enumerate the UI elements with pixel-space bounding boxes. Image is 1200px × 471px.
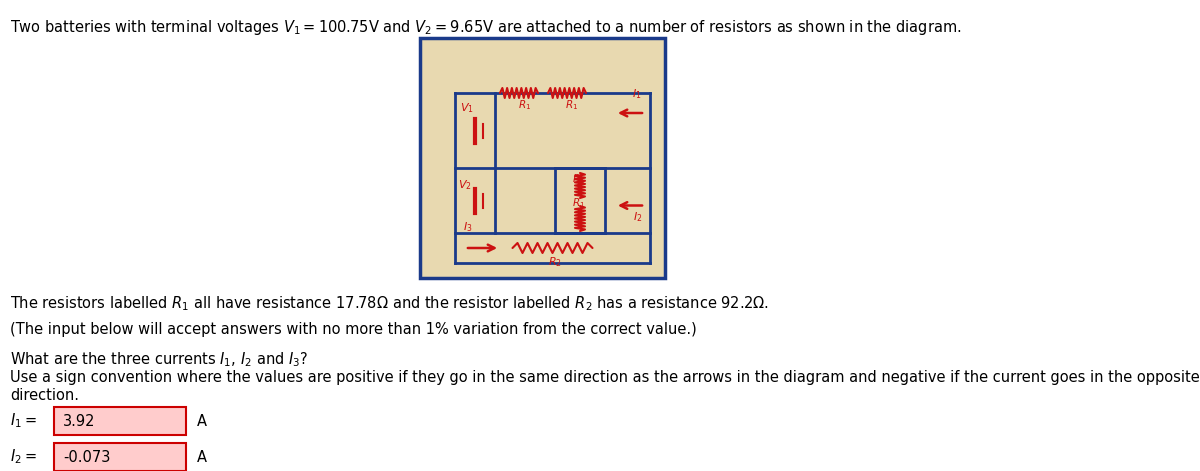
Text: The resistors labelled $R_1$ all have resistance 17.78Ω and the resistor labelle: The resistors labelled $R_1$ all have re… (10, 294, 769, 313)
Text: $I_1 =$: $I_1 =$ (10, 412, 37, 430)
Text: $V_2$: $V_2$ (458, 178, 472, 192)
Text: A: A (197, 414, 208, 429)
Text: A: A (197, 449, 208, 464)
Text: $I_2 =$: $I_2 =$ (10, 447, 37, 466)
Text: $I_1$: $I_1$ (632, 87, 642, 101)
Text: Two batteries with terminal voltages $V_1 = 100.75$V and $V_2 = 9.65$V are attac: Two batteries with terminal voltages $V_… (10, 18, 961, 37)
FancyBboxPatch shape (420, 38, 665, 278)
FancyBboxPatch shape (54, 407, 186, 435)
Text: $R_2$: $R_2$ (547, 255, 562, 269)
Text: -0.073: -0.073 (64, 449, 110, 464)
Text: What are the three currents $I_1$, $I_2$ and $I_3$?: What are the three currents $I_1$, $I_2$… (10, 350, 308, 369)
Text: $R_1$: $R_1$ (565, 98, 578, 112)
Text: 3.92: 3.92 (64, 414, 96, 429)
Text: $I_2$: $I_2$ (632, 211, 642, 224)
Text: $I_3$: $I_3$ (463, 220, 473, 234)
Text: $R_1$: $R_1$ (572, 196, 586, 210)
Text: direction.: direction. (10, 388, 79, 403)
Text: Use a sign convention where the values are positive if they go in the same direc: Use a sign convention where the values a… (10, 370, 1200, 385)
Text: (The input below will accept answers with no more than 1% variation from the cor: (The input below will accept answers wit… (10, 322, 697, 337)
FancyBboxPatch shape (54, 443, 186, 471)
Text: $R_1$: $R_1$ (572, 172, 586, 186)
Text: $R_1$: $R_1$ (518, 98, 532, 112)
Text: $V_1$: $V_1$ (460, 101, 474, 115)
